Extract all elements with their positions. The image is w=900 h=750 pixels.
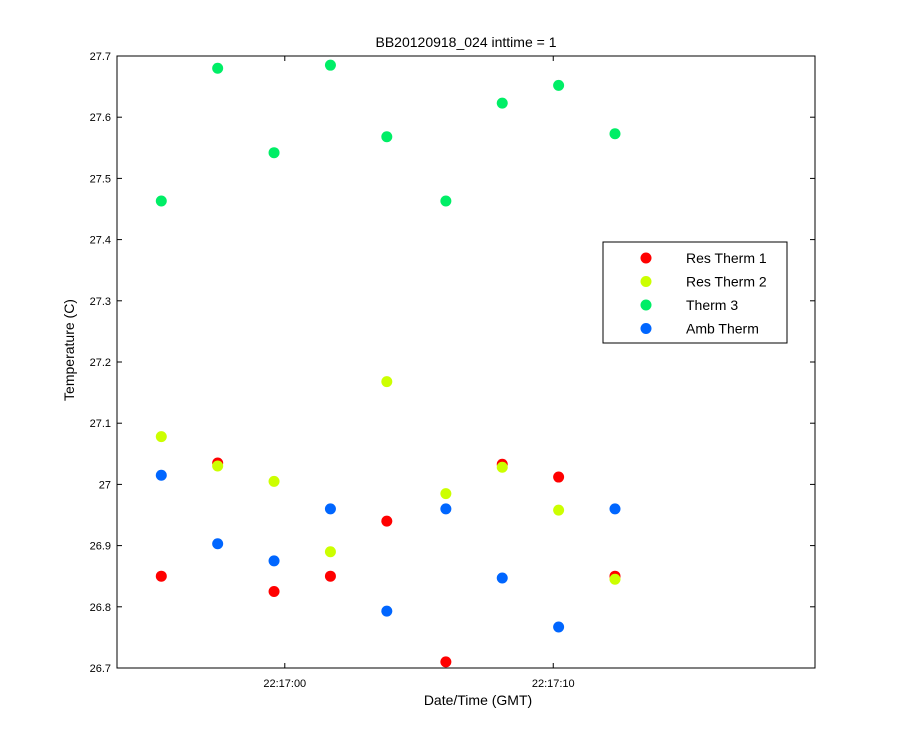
series-res-therm-2 — [155, 376, 621, 585]
x-tick-label: 22:17:00 — [263, 678, 306, 690]
legend-label: Amb Therm — [686, 321, 759, 337]
legend-marker — [640, 276, 652, 287]
legend: Res Therm 1 Res Therm 2 Therm 3 Amb Therm — [602, 241, 788, 344]
data-point — [496, 97, 508, 109]
legend-label: Therm 3 — [686, 297, 738, 313]
data-point — [155, 195, 167, 207]
legend-marker — [640, 299, 652, 311]
data-point — [609, 573, 621, 585]
y-tick-label: 27.2 — [90, 357, 111, 369]
x-axis-title: Date/Time (GMT) — [424, 692, 532, 708]
data-point — [324, 570, 336, 582]
data-point — [155, 431, 167, 443]
y-tick-label: 26.8 — [90, 602, 111, 614]
axis-ticks: 26.7 26.8 26.9 27 27.1 27.2 27.3 27.4 27.5 27.6 27… — [90, 51, 815, 690]
y-tick-label: 27.5 — [90, 173, 111, 185]
legend-label: Res Therm 2 — [686, 274, 767, 290]
chart-title: BB20120918_024 inttime = 1 — [376, 34, 557, 50]
x-tick-label: 22:17:10 — [532, 678, 575, 690]
data-point — [212, 538, 224, 550]
data-point — [496, 572, 508, 584]
data-point — [440, 488, 452, 500]
data-points — [155, 59, 621, 668]
legend-box — [602, 241, 788, 344]
y-tick-label: 26.7 — [90, 663, 111, 675]
series-amb-therm — [155, 469, 621, 633]
y-tick-label: 27.3 — [90, 296, 111, 308]
data-point — [609, 128, 621, 140]
data-point — [440, 656, 452, 668]
data-point — [324, 546, 336, 558]
data-point — [553, 621, 565, 633]
data-point — [381, 131, 393, 143]
data-point — [324, 59, 336, 71]
y-tick-label: 27.6 — [90, 112, 111, 124]
data-point — [212, 460, 224, 472]
series-therm-3 — [155, 59, 621, 207]
legend-label: Res Therm 1 — [686, 250, 767, 266]
legend-marker — [640, 252, 652, 264]
data-point — [268, 555, 280, 567]
data-point — [440, 503, 452, 515]
data-point — [212, 62, 224, 74]
data-point — [381, 605, 393, 617]
plot-area — [116, 55, 816, 669]
data-point — [609, 503, 621, 515]
y-axis-title: Temperature (C) — [61, 299, 77, 401]
data-point — [268, 475, 280, 487]
y-tick-label: 27.1 — [90, 418, 111, 430]
y-tick-label: 26.9 — [90, 541, 111, 553]
data-point — [381, 515, 393, 527]
data-point — [553, 504, 565, 516]
y-tick-label: 27.7 — [90, 51, 111, 63]
data-point — [268, 147, 280, 159]
y-tick-label: 27 — [99, 479, 111, 491]
data-point — [324, 503, 336, 515]
data-point — [268, 586, 280, 597]
data-point — [381, 376, 393, 388]
data-point — [553, 79, 565, 91]
data-point — [496, 461, 508, 473]
y-tick-label: 27.4 — [90, 235, 111, 247]
legend-marker — [640, 323, 652, 334]
data-point — [155, 469, 167, 481]
data-point — [553, 471, 565, 483]
data-point — [155, 570, 167, 582]
data-point — [440, 195, 452, 207]
